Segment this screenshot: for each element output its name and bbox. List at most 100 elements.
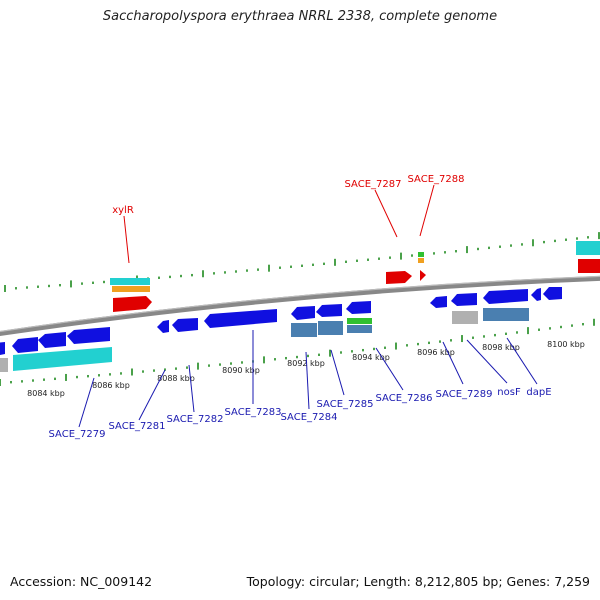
leader-SACE_7286 [375, 347, 404, 391]
gene-arrow-SACE_7285a[interactable] [316, 304, 342, 317]
gene-arrow-xylR[interactable] [113, 296, 152, 312]
gene-label-SACE_7289[interactable]: SACE_7289 [436, 389, 493, 400]
gene-arrow-SACE_7287[interactable] [386, 271, 412, 284]
major-tick [395, 342, 397, 350]
minor-tick [472, 336, 474, 339]
minor-tick [505, 332, 507, 336]
gene-label-xylR[interactable]: xylR [112, 205, 134, 216]
scale-label: 8094 kbp [352, 353, 390, 362]
gene-arrow-left-3[interactable] [38, 332, 66, 348]
leader-dapE [506, 337, 538, 385]
minor-tick [373, 347, 375, 351]
gene-label-dapE[interactable]: dapE [526, 387, 551, 398]
gene-arrow-SACE_7289a[interactable] [430, 296, 447, 308]
minor-tick [81, 282, 83, 285]
minor-tick [246, 269, 248, 272]
gene-arrow-SACE_7281[interactable] [157, 320, 169, 333]
minor-tick [565, 238, 567, 241]
major-tick [0, 379, 1, 386]
gene-label-nosF[interactable]: nosF [497, 387, 521, 398]
gene-block-SACE_7288-green[interactable] [418, 252, 424, 257]
minor-tick [186, 366, 188, 369]
gene-label-SACE_7283[interactable]: SACE_7283 [225, 407, 282, 418]
minor-tick [301, 264, 303, 267]
gene-block-SACE_7286-steel[interactable] [347, 325, 372, 333]
gene-block-right-cyan[interactable] [576, 241, 600, 255]
gene-block-SACE_7285-steel[interactable] [318, 321, 343, 335]
minor-tick [538, 328, 540, 331]
minor-tick [32, 379, 34, 382]
leader-SACE_7288 [419, 184, 435, 237]
minor-tick [191, 273, 193, 277]
gene-label-SACE_7285[interactable]: SACE_7285 [317, 399, 374, 410]
gene-label-SACE_7286[interactable]: SACE_7286 [376, 393, 433, 404]
minor-tick [406, 344, 408, 347]
bottom-leader-lines [78, 330, 538, 428]
minor-tick [345, 260, 347, 264]
minor-tick [142, 370, 144, 373]
gene-label-SACE_7279[interactable]: SACE_7279 [49, 429, 106, 440]
gene-arrow-SACE_7289b[interactable] [451, 293, 477, 306]
genome-backbone-highlight [0, 275, 600, 333]
gene-block-SACE_7289-gray[interactable] [452, 311, 478, 324]
gene-arrow-SACE_7284a[interactable] [291, 306, 315, 320]
gene-arrow-SACE_7282[interactable] [172, 318, 198, 332]
gene-block-orange[interactable] [112, 286, 150, 292]
minor-tick [98, 374, 100, 377]
gene-block-SACE_7286-green[interactable] [347, 318, 372, 324]
minor-tick [510, 244, 512, 247]
gene-arrow-SACE_7288[interactable] [420, 270, 426, 281]
minor-tick [378, 257, 380, 260]
accession-text: Accession: NC_009142 [10, 574, 153, 589]
gene-label-SACE_7287[interactable]: SACE_7287 [345, 179, 402, 190]
gene-block-cyan[interactable] [110, 278, 150, 285]
gene-label-SACE_7281[interactable]: SACE_7281 [109, 421, 166, 432]
gene-block-SACE_7288-orange[interactable] [418, 258, 424, 263]
minor-tick [43, 378, 45, 381]
gene-arrow-SACE_7286a[interactable] [346, 301, 371, 314]
top-leader-lines [123, 184, 435, 264]
scale-label: 8098 kbp [482, 343, 520, 352]
minor-tick [477, 247, 479, 251]
minor-tick [26, 286, 28, 289]
minor-tick [158, 276, 160, 279]
gene-block-nosF-steel[interactable] [483, 308, 529, 321]
gene-arrow-SACE_7279a[interactable] [67, 327, 110, 344]
leader-xylR [123, 215, 130, 264]
minor-tick [323, 262, 325, 266]
gene-block-right-red[interactable] [578, 259, 600, 273]
minor-tick [444, 251, 446, 254]
gene-arrow-dapE-a[interactable] [531, 288, 541, 301]
minor-tick [439, 340, 441, 343]
minor-tick [307, 354, 309, 358]
minor-tick [417, 342, 419, 346]
leader-SACE_7289 [442, 341, 464, 385]
minor-tick [296, 355, 298, 359]
minor-tick [455, 250, 457, 253]
minor-tick [340, 351, 342, 354]
gene-block-SACE_7279-cyan[interactable] [13, 347, 112, 371]
minor-tick [367, 258, 369, 261]
gene-arrow-nosF-a[interactable] [483, 289, 528, 304]
minor-tick [37, 285, 39, 288]
gene-arrow-dapE-b[interactable] [543, 287, 562, 300]
top-gene-labels: xylR SACE_7287 SACE_7288 [112, 174, 464, 216]
reverse-strand-genes [0, 287, 562, 372]
leader-SACE_7279 [78, 377, 95, 428]
gene-label-SACE_7282[interactable]: SACE_7282 [167, 414, 224, 425]
gene-label-SACE_7284[interactable]: SACE_7284 [281, 412, 338, 423]
gene-label-SACE_7288[interactable]: SACE_7288 [408, 174, 465, 185]
gene-arrow-left-1[interactable] [0, 342, 5, 356]
minor-tick [59, 283, 61, 287]
gene-arrow-SACE_7283[interactable] [204, 309, 277, 328]
bottom-tick-row [0, 318, 595, 386]
minor-tick [356, 259, 358, 262]
minor-tick [554, 239, 556, 243]
gene-block-left-gray[interactable] [0, 358, 8, 372]
major-tick [197, 362, 199, 370]
gene-block-SACE_7284-steel[interactable] [291, 323, 317, 337]
minor-tick [15, 287, 17, 290]
minor-tick [76, 375, 78, 379]
minor-tick [549, 327, 551, 330]
gene-arrow-left-2[interactable] [12, 337, 38, 353]
